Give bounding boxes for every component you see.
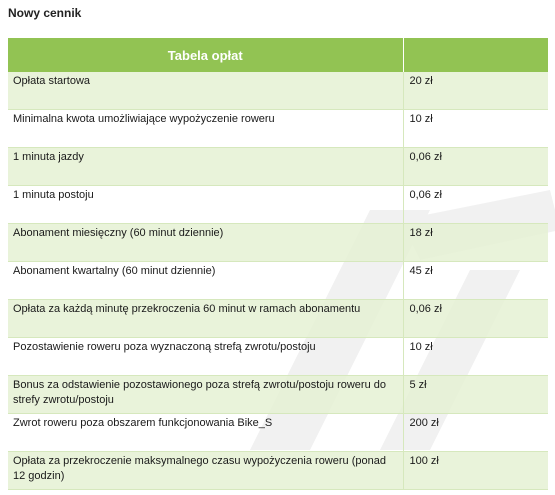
fee-label: Bonus za odstawienie pozostawionego poza… [8,375,403,414]
fee-value: 20 zł [402,72,548,110]
page-heading: Nowy cennik [8,6,82,20]
fee-label: Abonament kwartalny (60 minut dziennie) [8,261,403,300]
table-row: Pozostawienie roweru poza wyznaczoną str… [8,337,548,376]
table-row: Opłata za każdą minutę przekroczenia 60 … [8,299,548,338]
table-row: Minimalna kwota umożliwiające wypożyczen… [8,109,548,148]
fee-label: Pozostawienie roweru poza wyznaczoną str… [8,337,403,376]
fee-value: 100 zł [402,451,548,490]
table-header-title: Tabela opłat [8,38,404,72]
table-header-empty [403,38,548,72]
table-row: Bonus za odstawienie pozostawionego poza… [8,375,548,414]
table-header-row: Tabela opłat [8,38,548,72]
fee-label: Abonament miesięczny (60 minut dziennie) [8,223,403,262]
table-row: 1 minuta postoju 0,06 zł [8,185,548,224]
fee-value: 200 zł [402,413,548,452]
fee-label: Zwrot roweru poza obszarem funkcjonowani… [8,413,403,452]
table-row: Abonament miesięczny (60 minut dziennie)… [8,223,548,262]
fee-table: Tabela opłat Opłata startowa 20 zł Minim… [8,38,548,490]
fee-label: Minimalna kwota umożliwiające wypożyczen… [8,109,403,148]
table-row: Abonament kwartalny (60 minut dziennie) … [8,261,548,300]
fee-value: 10 zł [402,109,548,148]
fee-label: Opłata startowa [8,72,403,110]
table-row: Opłata za przekroczenie maksymalnego cza… [8,451,548,490]
fee-value: 0,06 zł [402,147,548,186]
fee-label: Opłata za każdą minutę przekroczenia 60 … [8,299,403,338]
table-row: Zwrot roweru poza obszarem funkcjonowani… [8,413,548,452]
table-row: Opłata startowa 20 zł [8,72,548,110]
fee-value: 10 zł [402,337,548,376]
table-row: 1 minuta jazdy 0,06 zł [8,147,548,186]
fee-label: 1 minuta postoju [8,185,403,224]
fee-label: Opłata za przekroczenie maksymalnego cza… [8,451,403,490]
fee-value: 5 zł [402,375,548,414]
fee-value: 45 zł [402,261,548,300]
fee-value: 0,06 zł [402,185,548,224]
fee-label: 1 minuta jazdy [8,147,403,186]
fee-value: 18 zł [402,223,548,262]
fee-value: 0,06 zł [402,299,548,338]
